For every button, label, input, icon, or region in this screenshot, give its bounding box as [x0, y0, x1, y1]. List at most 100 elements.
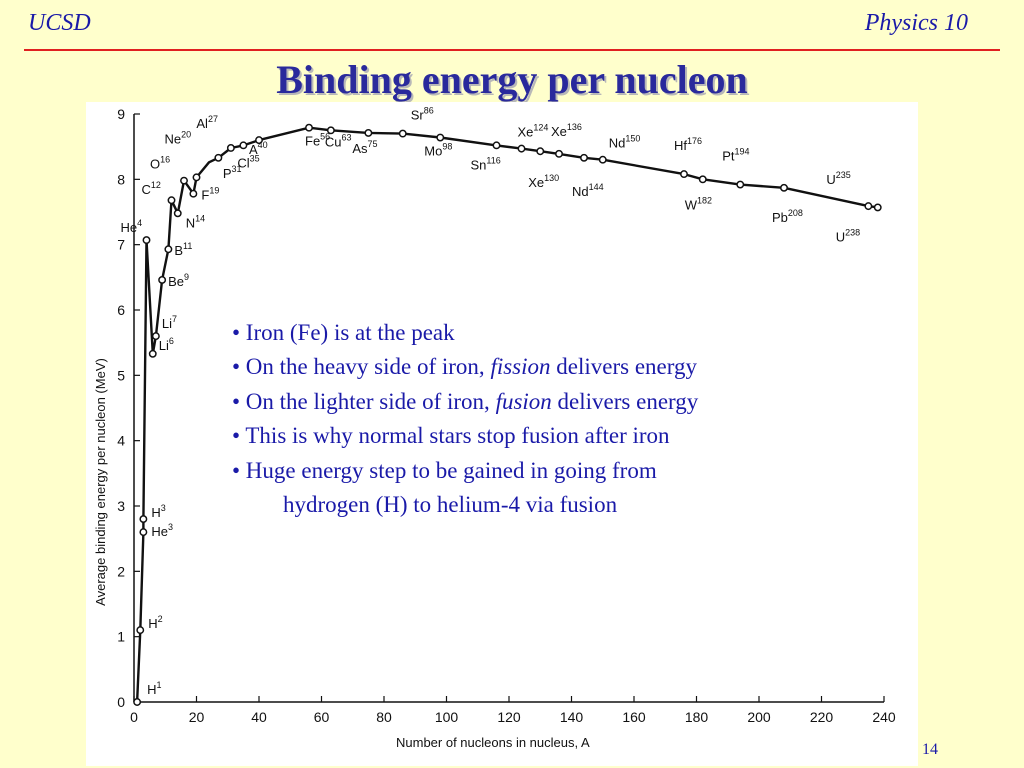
x-tick-label: 80 — [376, 709, 392, 725]
data-point — [555, 149, 563, 158]
data-point — [364, 128, 373, 137]
nuclide-label: He4 — [121, 218, 143, 235]
x-tick-label: 40 — [251, 709, 267, 725]
nuclide-label: Xe136 — [551, 122, 582, 139]
nuclide-label: H3 — [151, 503, 165, 520]
y-tick-label: 5 — [117, 367, 125, 383]
header-right-course: Physics 10 — [864, 10, 968, 36]
data-point — [148, 349, 157, 358]
data-point — [189, 189, 198, 198]
y-tick-label: 3 — [117, 498, 125, 514]
data-point — [680, 170, 688, 179]
bullet-4: • This is why normal stars stop fusion a… — [232, 423, 670, 449]
nuclide-label: P31 — [223, 164, 242, 181]
header-left-ucsd: UCSD — [28, 10, 91, 36]
nuclide-label: H2 — [148, 614, 162, 631]
data-point — [164, 245, 173, 254]
data-point — [167, 196, 176, 205]
data-point — [192, 173, 201, 182]
data-point — [736, 180, 745, 189]
nuclide-label: Mo98 — [424, 142, 452, 159]
data-point — [255, 136, 263, 145]
nuclide-label: O16 — [150, 155, 170, 172]
bullet-5: • Huge energy step to be gained in going… — [232, 457, 657, 483]
bullet-1: • Iron (Fe) is at the peak — [232, 320, 455, 345]
nuclide-label: Fe56 — [305, 132, 330, 149]
x-tick-label: 160 — [622, 709, 646, 725]
nuclide-label: Sn116 — [471, 155, 501, 172]
page-number: 14 — [922, 741, 938, 758]
nuclide-label: Pb208 — [772, 208, 803, 225]
data-point — [136, 626, 145, 635]
data-point — [151, 332, 160, 341]
data-point — [492, 141, 501, 150]
bullet-2: • On the heavy side of iron, fission del… — [232, 354, 697, 380]
nuclide-label: U238 — [836, 227, 860, 244]
y-tick-label: 7 — [117, 237, 125, 253]
data-point — [305, 123, 313, 132]
x-tick-label: 220 — [810, 709, 834, 725]
data-point — [536, 147, 545, 156]
chart-svg: 0 20 40 60 80 100 120 140 160 180 200 220 240 0 1 2 3 4 5… — [93, 106, 896, 750]
data-point — [698, 175, 707, 184]
x-axis-title: Number of nucleons in nucleus, A — [396, 735, 590, 750]
y-tick-label: 1 — [117, 629, 125, 645]
data-point — [214, 153, 223, 162]
nuclide-label: N14 — [186, 213, 205, 230]
nuclide-label: Be9 — [168, 272, 189, 289]
nuclide-label: C12 — [142, 180, 161, 197]
nuclide-label: Xe124 — [518, 123, 549, 140]
y-tick-label: 9 — [117, 106, 125, 122]
x-tick-label: 60 — [314, 709, 330, 725]
header-divider — [24, 49, 1000, 51]
data-point — [436, 133, 445, 142]
data-point — [158, 275, 167, 284]
nuclide-label: Li6 — [159, 336, 174, 353]
x-ticks: 0 20 40 60 80 100 120 140 160 180 200 220 240 — [130, 696, 896, 725]
nuclide-label: Cu63 — [325, 132, 352, 149]
nuclide-label: He3 — [151, 522, 173, 539]
nuclide-label: Ne20 — [165, 129, 192, 146]
nuclide-label: F19 — [201, 186, 219, 203]
data-point — [173, 209, 182, 218]
nuclide-label: Hf176 — [674, 136, 702, 153]
y-tick-label: 8 — [117, 171, 125, 187]
x-tick-label: 20 — [189, 709, 205, 725]
nuclide-label: Cl35 — [237, 153, 259, 170]
slide-title: Binding energy per nucleon — [276, 57, 748, 102]
data-point — [517, 144, 526, 153]
x-tick-label: 180 — [685, 709, 709, 725]
y-tick-label: 6 — [117, 302, 125, 318]
data-point — [398, 129, 407, 138]
x-tick-label: 100 — [435, 709, 459, 725]
data-point — [598, 155, 607, 164]
x-tick-label: 0 — [130, 709, 138, 725]
data-point — [326, 126, 335, 135]
nuclide-label: Nd150 — [609, 134, 641, 151]
nuclide-label: Li7 — [162, 314, 177, 331]
y-ticks: 0 1 2 3 4 5 6 7 8 9 — [117, 106, 140, 710]
nuclide-label: A40 — [249, 140, 268, 157]
nuclide-label: Sr86 — [411, 106, 434, 123]
nuclide-labels: H1 H2 He3 H3 He4 Li6 Li7 Be9 B11 C12 N14 O16 F19 Ne20… — [121, 106, 861, 697]
y-tick-label: 0 — [117, 694, 125, 710]
y-tick-label: 4 — [117, 433, 125, 449]
binding-energy-chart: 0 20 40 60 80 100 120 140 160 180 200 220 240 0 1 2 3 4 5… — [86, 102, 918, 766]
data-point — [139, 528, 148, 537]
data-point — [226, 144, 235, 152]
nuclide-label: Nd144 — [572, 182, 604, 199]
nuclide-label: H1 — [147, 680, 161, 697]
x-tick-label: 240 — [872, 709, 896, 725]
y-axis-title: Average binding energy per nucleon (MeV) — [93, 358, 108, 606]
bullet-3: • On the lighter side of iron, fusion de… — [232, 388, 699, 414]
nuclide-label: Pt194 — [722, 147, 749, 164]
data-point — [180, 176, 188, 185]
y-tick-label: 2 — [117, 563, 125, 579]
data-point — [239, 141, 248, 150]
nuclide-label: W182 — [685, 195, 712, 212]
data-point — [864, 202, 873, 211]
x-tick-label: 120 — [497, 709, 521, 725]
nuclide-label: As75 — [352, 139, 377, 156]
x-tick-label: 140 — [560, 709, 584, 725]
data-point — [142, 236, 151, 245]
